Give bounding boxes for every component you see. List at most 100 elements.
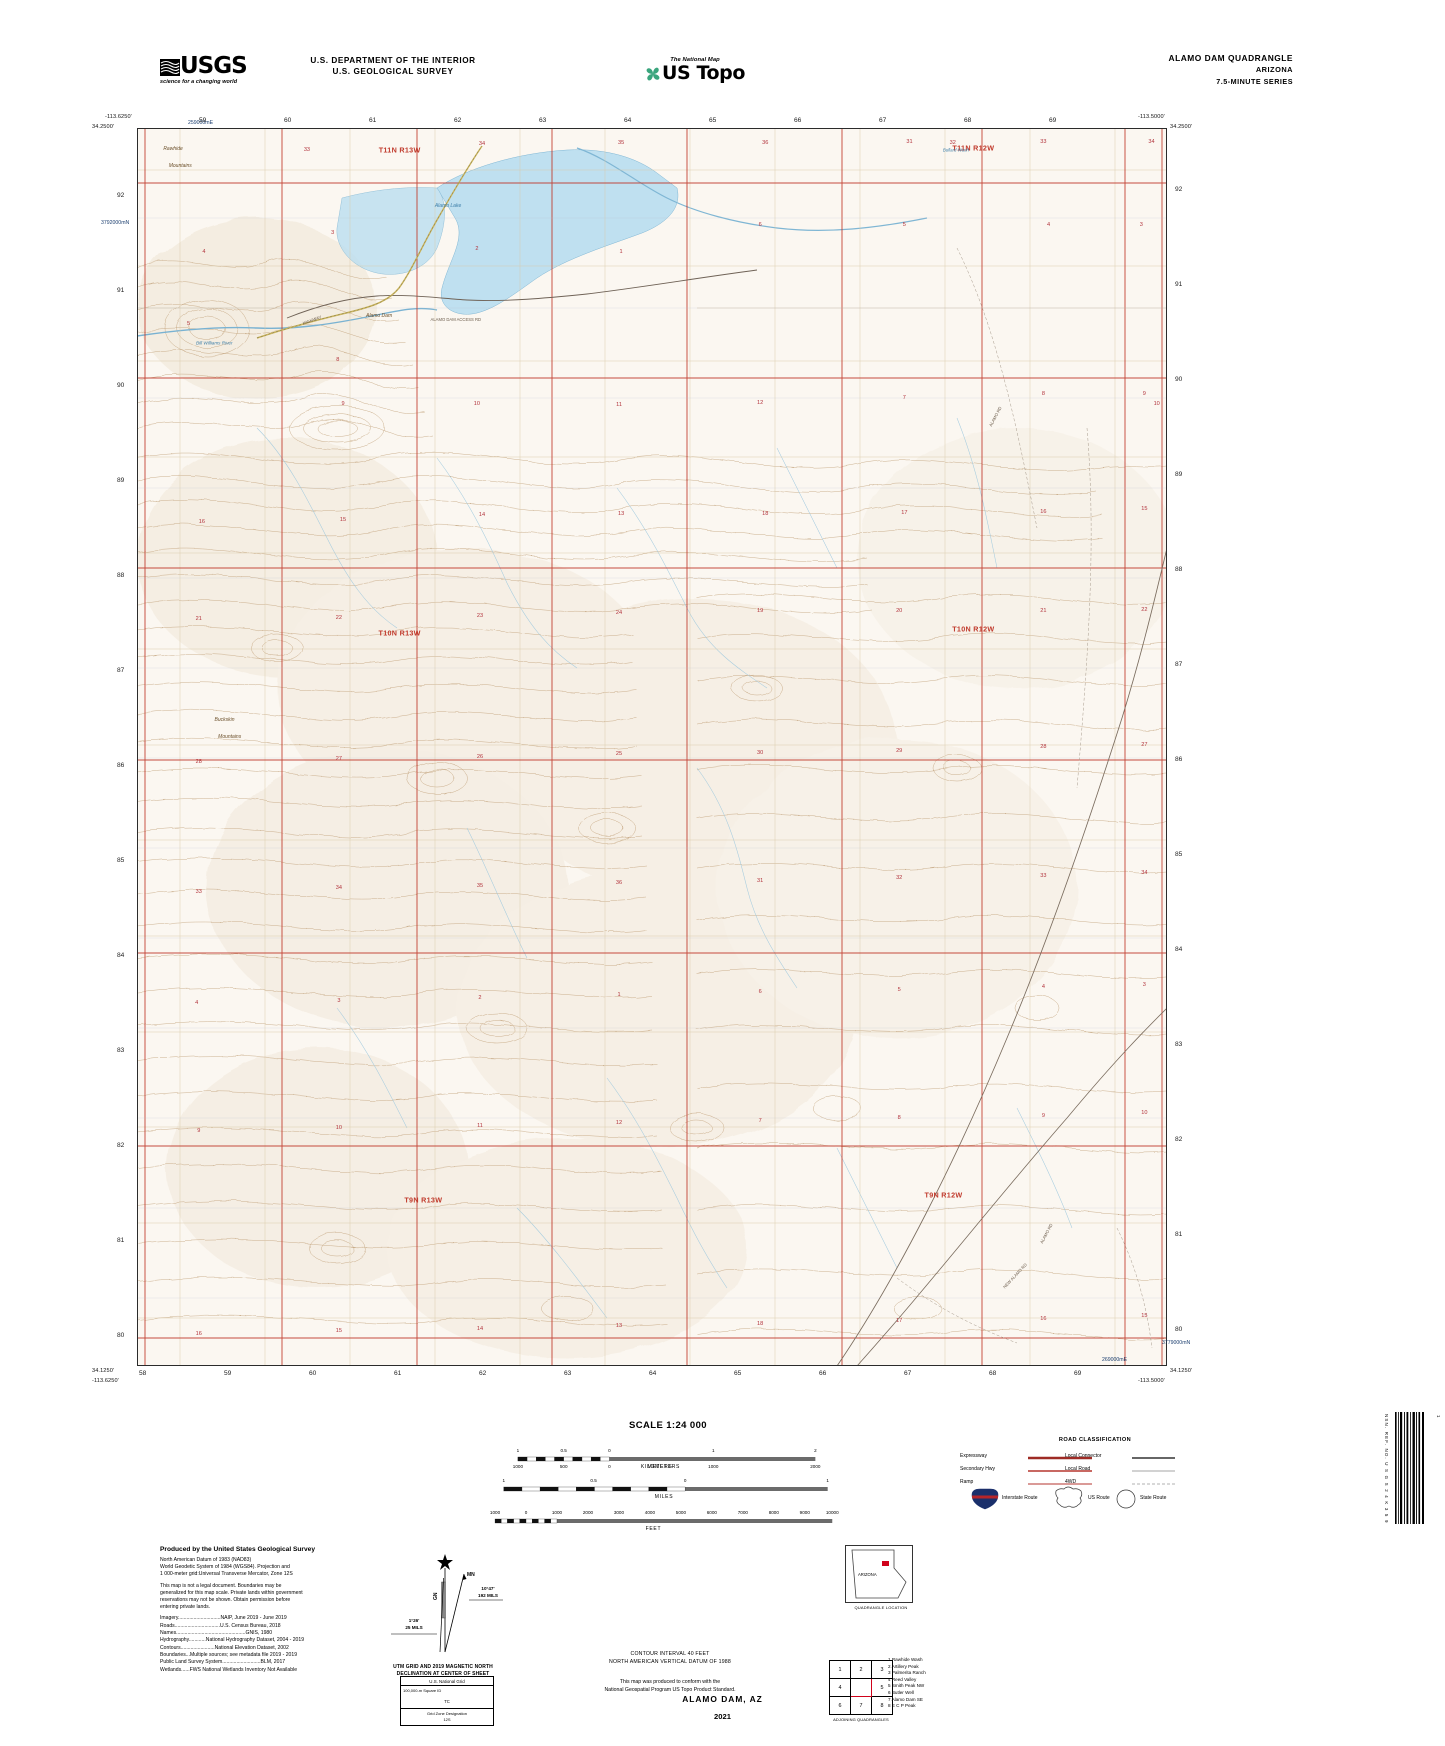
section-number: 9 <box>1041 1112 1045 1119</box>
grid-tick-label: 81 <box>117 1237 125 1244</box>
svg-text:MN: MN <box>467 1572 475 1578</box>
section-number: 5 <box>902 221 906 228</box>
section-number: 34 <box>1148 138 1155 145</box>
pinwheel-icon <box>645 66 661 82</box>
section-number: 36 <box>762 139 769 146</box>
section-number: 32 <box>896 875 903 882</box>
section-number: 25 <box>615 751 623 758</box>
grid-tick-label: 89 <box>1175 471 1183 478</box>
grid-tick-label: 63 <box>564 1370 572 1377</box>
section-number: 27 <box>335 756 342 763</box>
corner-se-lon: -113.5000' <box>1138 1378 1165 1384</box>
feature-label-bill-williams-river: Bill Williams River <box>196 340 233 346</box>
credits-heading: Produced by the United States Geological… <box>160 1546 315 1553</box>
corner-sw-lon: -113.6250' <box>92 1378 119 1384</box>
adjoining-quad-name: 5 Smith Peak NW <box>888 1683 925 1689</box>
adjoining-quad-name: 7 Alamo Dam SE <box>888 1696 923 1702</box>
section-number: 2 <box>478 995 482 1002</box>
section-number: 24 <box>615 610 623 617</box>
adjoining-caption: ADJOINING QUADRANGLES <box>833 1717 889 1722</box>
grid-declination-mils: 25 MILS <box>405 1625 423 1630</box>
contour-interval-note: CONTOUR INTERVAL 40 FEET NORTH AMERICAN … <box>609 1651 731 1665</box>
grid-tick-label: 92 <box>1175 186 1183 193</box>
adjoining-quad-name: 8 E C P Peak <box>888 1703 916 1709</box>
road-legend-state-route-label: State Route <box>1140 1495 1167 1501</box>
section-number: 16 <box>1040 508 1047 515</box>
section-number: 23 <box>476 612 484 619</box>
scale-tick-label: 2 <box>814 1448 817 1453</box>
section-number: 35 <box>617 139 625 146</box>
section-number: 8 <box>336 356 340 363</box>
scale-bar <box>517 1456 816 1462</box>
arizona-outline-icon: ARIZONA <box>851 1549 907 1599</box>
section-number: 8 <box>1041 391 1045 398</box>
grid-tick-label: 84 <box>1175 946 1183 953</box>
department-line-2: U.S. GEOLOGICAL SURVEY <box>332 67 454 76</box>
section-number: 34 <box>335 885 342 892</box>
grid-tick-label: 65 <box>709 117 717 124</box>
grid-tick-label: 83 <box>1175 1041 1183 1048</box>
scale-tick-label: 0 <box>524 1510 528 1515</box>
svg-text:ARIZONA: ARIZONA <box>858 1572 877 1577</box>
credits-source-row: Names...................................… <box>160 1630 273 1637</box>
scale-tick-label: 6000 <box>706 1510 717 1515</box>
grid-tick-label: 60 <box>309 1370 317 1377</box>
grid-tick-label: 68 <box>989 1370 997 1377</box>
section-number: 17 <box>896 1318 903 1325</box>
township-label: T11N R13W <box>378 145 421 155</box>
scale-tick-label: 1 <box>502 1478 506 1483</box>
quadrangle-state: ARIZONA <box>1255 65 1293 74</box>
section-number: 31 <box>757 877 764 884</box>
credits-line: World Geodetic System of 1984 (WGS84). P… <box>160 1564 290 1571</box>
section-number: 18 <box>757 1320 764 1327</box>
scale-tick-label: 2000 <box>582 1510 594 1515</box>
grid-tick-label: 86 <box>1175 756 1183 763</box>
township-label: T11N R12W <box>952 143 995 153</box>
road-legend-ramp-label: Ramp <box>960 1479 974 1485</box>
section-number: 28 <box>195 758 202 765</box>
scale-tick-label: 0.5 <box>560 1448 567 1453</box>
utm-se-easting: 269000mE <box>1102 1357 1128 1363</box>
section-number: 7 <box>758 1117 762 1124</box>
credits-block: Produced by the United States Geological… <box>160 1545 360 1674</box>
grid-tick-label: 66 <box>819 1370 827 1377</box>
scale-unit-label: METERS <box>647 1464 673 1470</box>
adjoining-quad-name: 3 Palmerita Ranch <box>888 1670 926 1676</box>
section-number: 33 <box>303 147 311 154</box>
section-number: 22 <box>1141 606 1148 613</box>
us-topo-wordmark-row: US Topo <box>605 63 785 83</box>
grid-tick-label: 90 <box>1175 376 1183 383</box>
section-number: 33 <box>1040 872 1047 879</box>
usgs-wordmark-row: USGS <box>160 55 250 78</box>
grid-tick-label: 65 <box>734 1370 742 1377</box>
section-number: 4 <box>202 248 206 255</box>
utm-se-northing: 3779000mN <box>1162 1340 1191 1346</box>
grid-tick-label: 66 <box>794 117 802 124</box>
magnetic-declination-angle: 10°47' <box>481 1586 495 1591</box>
scale-tick-label: 0 <box>608 1464 611 1469</box>
corner-nw-lon: -113.6250' <box>105 114 132 120</box>
scale-tick-label: 9000 <box>799 1510 810 1515</box>
grid-tick-label: 62 <box>454 117 462 124</box>
grid-tick-label: 86 <box>117 762 125 769</box>
barcode-icon <box>1395 1412 1424 1524</box>
road-legend-us-route-label: US Route <box>1088 1495 1110 1501</box>
grid-tick-label: 88 <box>117 572 125 579</box>
section-number: 11 <box>616 402 622 409</box>
disclaimer-line: This map is not a legal document. Bounda… <box>160 1582 282 1589</box>
scale-tick-label: 0 <box>683 1478 687 1483</box>
section-number: 10 <box>1153 401 1160 408</box>
magnetic-declination-mils: 192 MILS <box>478 1593 498 1598</box>
map-canvas[interactable]: T11N R13W T11N R12W T10N R13W T10N R12W … <box>137 128 1167 1366</box>
credits-source-row: Public Land Survey System...............… <box>160 1659 286 1666</box>
scale-tick-label: 0 <box>608 1448 611 1453</box>
map-panel[interactable]: T11N R13W T11N R12W T10N R13W T10N R12W … <box>137 128 1167 1366</box>
grid-tick-label: 82 <box>1175 1136 1183 1143</box>
section-number: 15 <box>339 517 347 524</box>
grid-tick-label: 90 <box>117 382 125 389</box>
section-number: 14 <box>476 1325 484 1332</box>
section-number: 33 <box>195 888 202 895</box>
grid-tick-label: 64 <box>649 1370 657 1377</box>
